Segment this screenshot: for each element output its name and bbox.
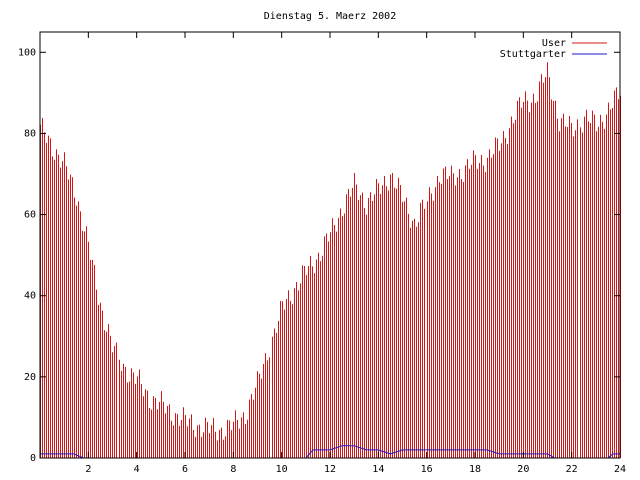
x-tick-label: 14 xyxy=(372,464,384,475)
x-tick-label: 12 xyxy=(324,464,336,475)
stuttgarter-line xyxy=(40,445,620,459)
y-tick-label: 80 xyxy=(24,128,36,139)
x-tick-label: 2 xyxy=(85,464,91,475)
x-tick-label: 20 xyxy=(517,464,529,475)
x-tick-label: 16 xyxy=(421,464,433,475)
x-tick-label: 8 xyxy=(230,464,236,475)
x-tick-label: 6 xyxy=(182,464,188,475)
x-tick-label: 4 xyxy=(134,464,140,475)
legend-label: User xyxy=(542,38,566,49)
y-tick-label: 40 xyxy=(24,291,36,302)
x-tick-label: 22 xyxy=(566,464,578,475)
x-tick-label: 10 xyxy=(276,464,288,475)
legend-label: Stuttgarter xyxy=(500,49,566,60)
x-tick-label: 24 xyxy=(614,464,626,475)
y-tick-label: 0 xyxy=(30,453,36,464)
y-tick-label: 100 xyxy=(18,47,36,58)
user-bars xyxy=(40,62,621,458)
x-tick-label: 18 xyxy=(469,464,481,475)
chart-title: Dienstag 5. Maerz 2002 xyxy=(264,11,396,22)
y-tick-label: 20 xyxy=(24,372,36,383)
y-tick-label: 60 xyxy=(24,210,36,221)
